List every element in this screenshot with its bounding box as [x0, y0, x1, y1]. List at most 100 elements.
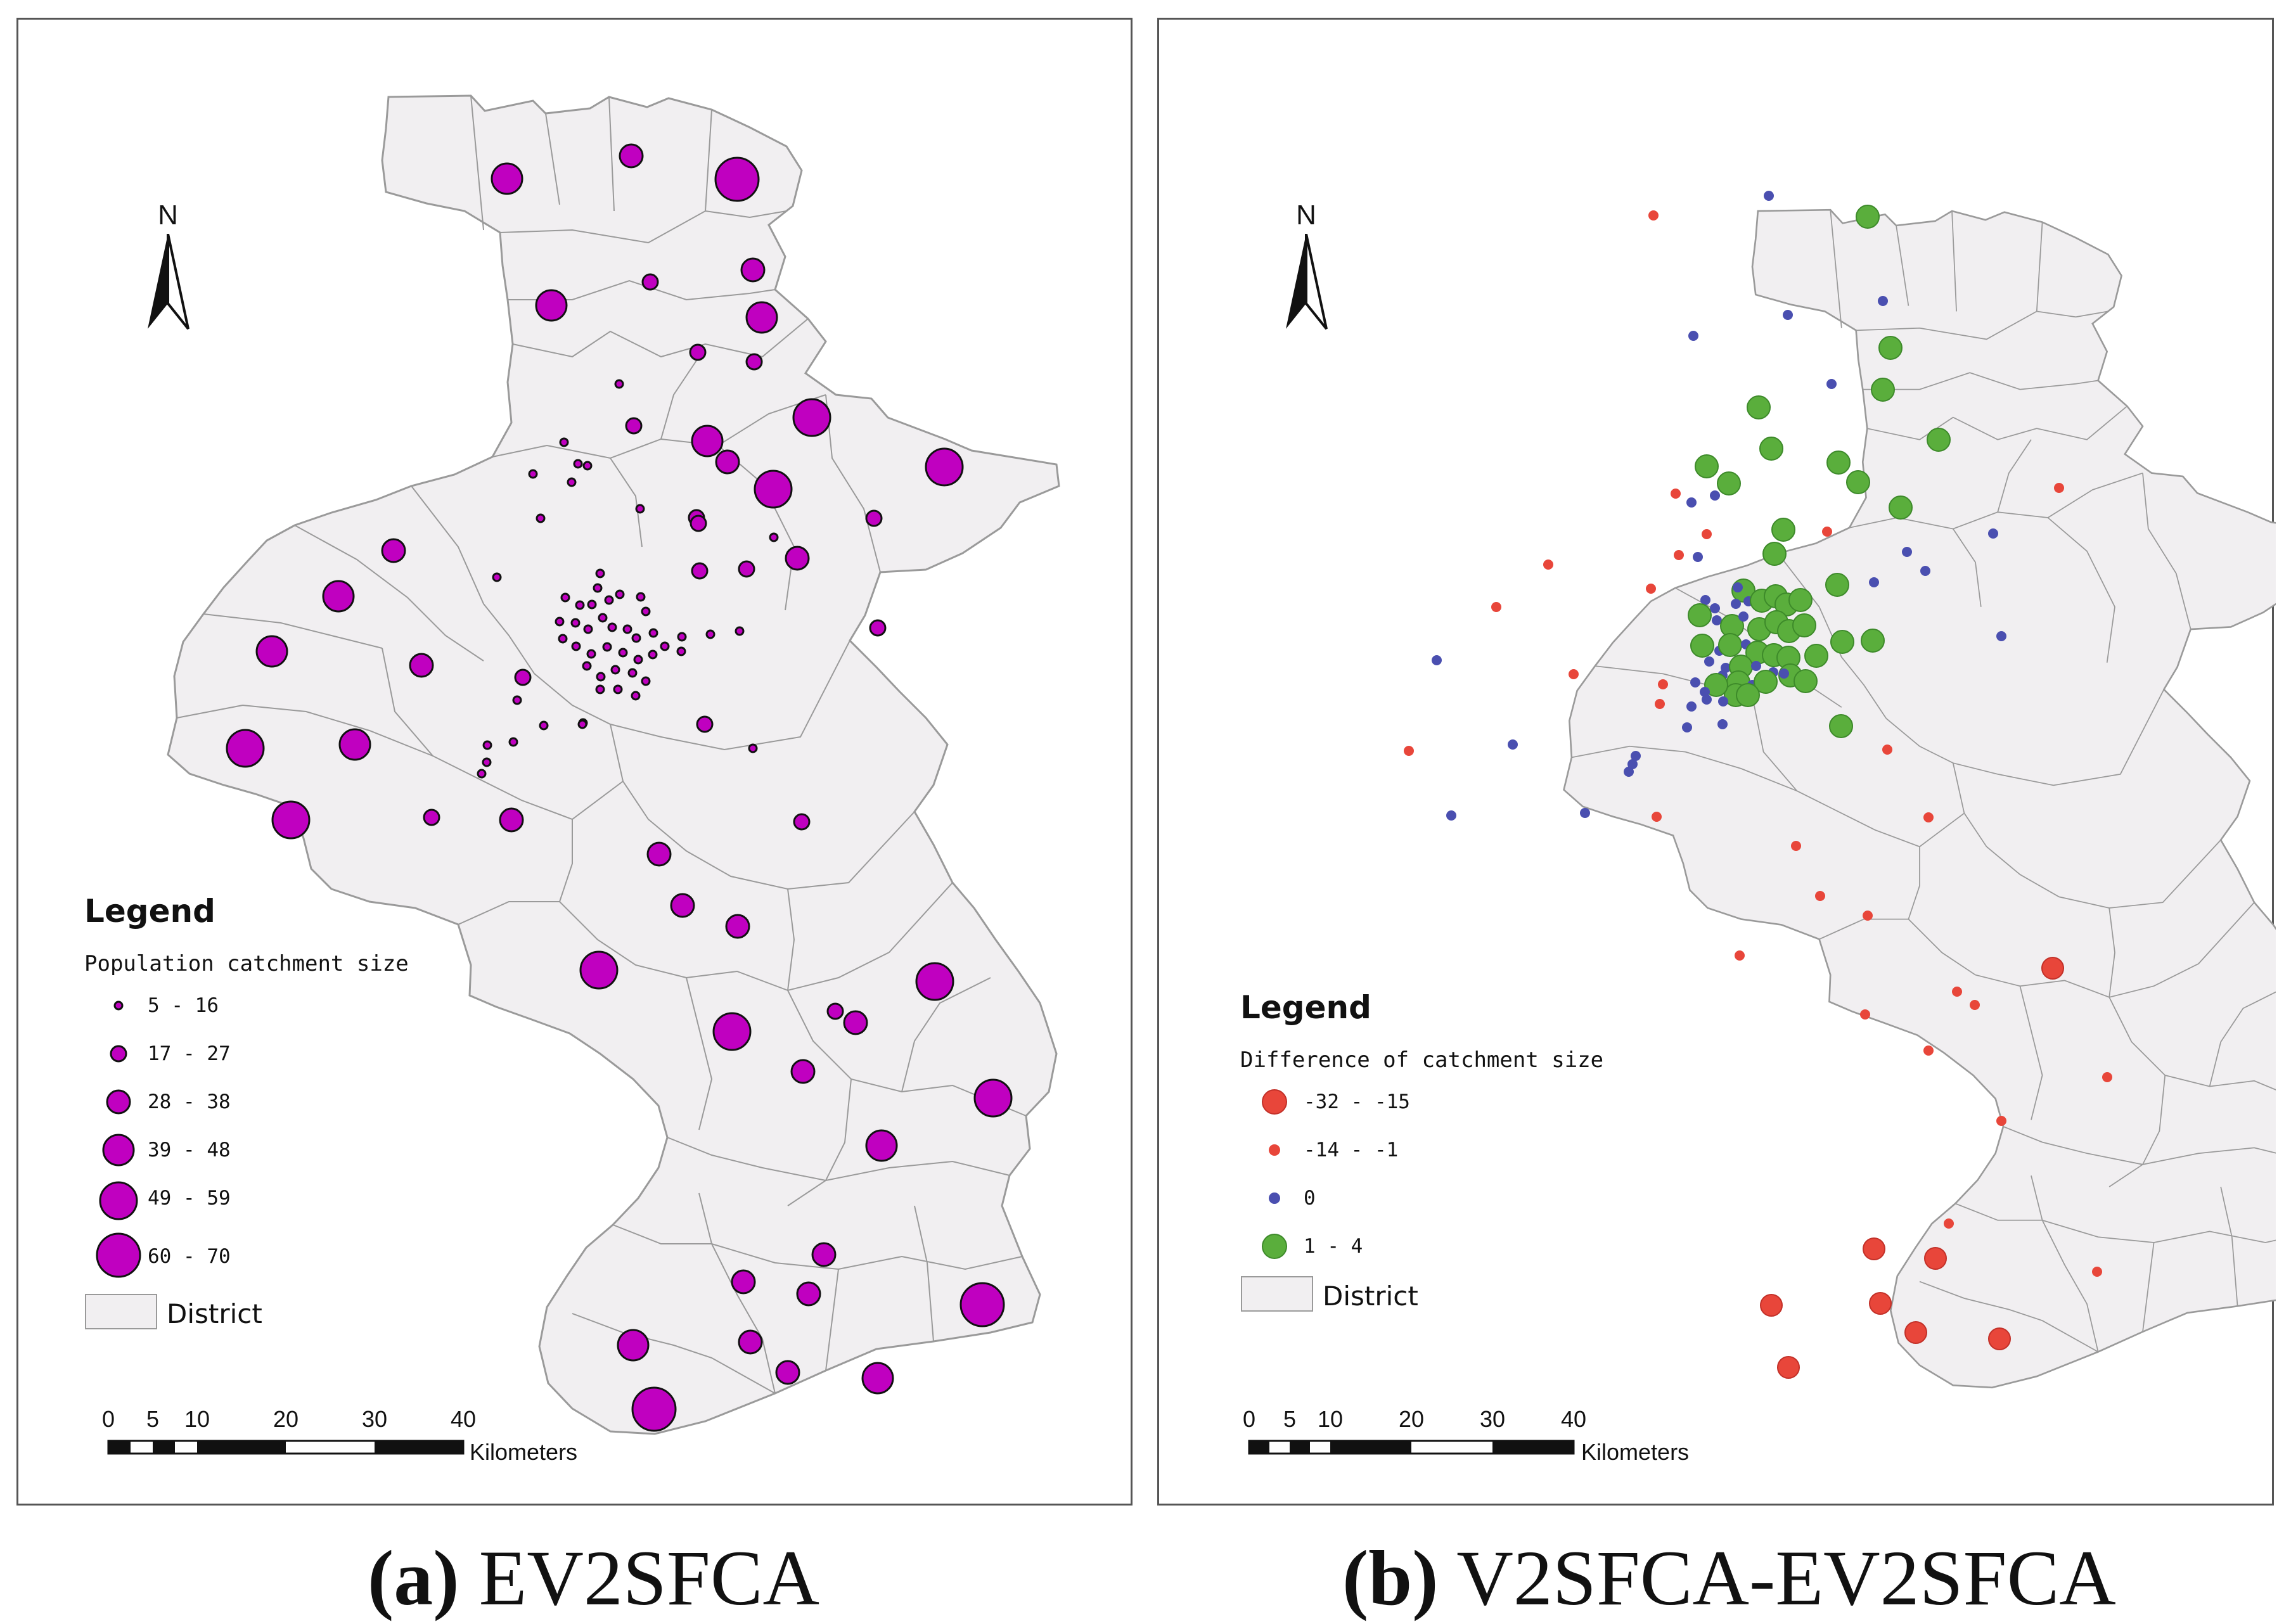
catchment-point-class-3	[843, 1010, 868, 1035]
legend-label-4: 39 - 48	[148, 1139, 231, 1161]
scale-tick-10: 10	[184, 1406, 210, 1432]
catchment-point-class-2	[690, 515, 707, 532]
catchment-point-class-1	[635, 504, 645, 514]
district-boundary	[610, 724, 915, 890]
legend-label-1: 5 - 16	[148, 994, 219, 1017]
difference-point-zero	[1920, 566, 1930, 576]
catchment-point-class-1	[558, 634, 568, 644]
district-boundary	[608, 96, 615, 212]
caption-b-method: V2SFCA-EV2SFCA	[1456, 1535, 2116, 1621]
difference-point-positive	[1759, 437, 1783, 461]
catchment-point-class-1	[539, 720, 549, 731]
district-boundary	[2142, 1242, 2155, 1332]
catchment-point-class-3	[646, 841, 672, 867]
catchment-point-class-1	[748, 743, 758, 753]
catchment-point-class-1	[482, 757, 492, 767]
catchment-point-class-1	[705, 629, 716, 639]
catchment-point-class-1	[586, 649, 596, 659]
caption-b-label: (b)	[1342, 1535, 1439, 1621]
district-boundary	[2209, 991, 2276, 1087]
catchment-point-class-1	[610, 665, 620, 675]
difference-point-positive	[1788, 588, 1813, 612]
difference-point-small-negative	[1791, 841, 1801, 851]
catchment-point-class-1	[508, 737, 518, 747]
difference-symbols	[1404, 191, 2112, 1379]
district-boundary	[534, 640, 850, 751]
district-boundary	[572, 1313, 776, 1394]
catchment-point-class-2	[625, 417, 643, 435]
difference-point-zero	[1624, 767, 1634, 777]
north-arrow: N	[143, 200, 193, 330]
catchment-point-class-1	[613, 684, 623, 694]
north-arrow: N	[1281, 200, 1332, 330]
panel-difference-map: N Legend Difference of catchment size -3…	[1157, 18, 2276, 1506]
difference-point-zero	[1686, 497, 1697, 508]
catchment-point-class-1	[648, 628, 658, 638]
difference-point-small-negative	[1646, 584, 1656, 594]
catchment-point-class-4	[338, 728, 371, 761]
legend-class-5: 49 - 59	[84, 1175, 528, 1227]
difference-point-small-negative	[1970, 1000, 1980, 1010]
catchment-point-class-4	[617, 1329, 650, 1362]
catchment-point-class-1	[618, 648, 628, 658]
district-boundary	[382, 648, 433, 757]
district-boundary	[470, 95, 484, 231]
district-layer	[167, 94, 1060, 1435]
catchment-point-class-1	[631, 633, 641, 643]
legend: Legend Difference of catchment size -32 …	[1240, 989, 1684, 1320]
catchment-point-class-3	[715, 449, 740, 475]
catchment-point-class-1	[492, 572, 502, 582]
difference-point-zero	[1996, 631, 2006, 641]
catchment-point-class-1	[582, 461, 593, 471]
catchment-point-class-2	[745, 353, 763, 371]
district-boundary	[1867, 406, 2127, 440]
difference-point-positive	[1825, 573, 1849, 597]
difference-point-small-negative	[1996, 1116, 2006, 1126]
difference-point-large-negative	[1904, 1321, 1927, 1344]
catchment-point-class-4	[255, 635, 288, 668]
catchment-point-class-1	[735, 626, 745, 636]
catchment-point-class-1	[571, 641, 581, 651]
district-boundary	[499, 210, 787, 244]
catchment-point-class-1	[660, 641, 670, 651]
district-boundary	[1830, 210, 1842, 328]
district-boundary	[2108, 997, 2276, 1090]
difference-point-zero	[1751, 661, 1761, 671]
district-boundary	[1908, 847, 1920, 919]
catchment-point-class-3	[499, 807, 524, 833]
scale-unit: Kilometers	[1581, 1439, 1690, 1465]
catchment-point-class-1	[560, 592, 570, 603]
difference-point-zero	[1432, 655, 1442, 665]
difference-point-large-negative	[1988, 1327, 2011, 1350]
catchment-point-class-3	[619, 143, 644, 169]
district-boundary	[2031, 1175, 2099, 1352]
legend-class-1: -32 - -15	[1240, 1079, 1684, 1127]
district-boundary	[610, 457, 643, 547]
difference-point-zero	[1988, 528, 1998, 539]
difference-point-small-negative	[1655, 699, 1665, 709]
catchment-point-class-1	[512, 695, 522, 705]
legend-district: District	[84, 1289, 528, 1338]
catchment-point-class-5	[712, 1012, 752, 1051]
legend-title: Legend	[84, 893, 215, 930]
north-label: N	[1296, 200, 1316, 231]
difference-point-zero	[1738, 611, 1749, 622]
difference-point-positive	[1754, 670, 1778, 694]
difference-point-positive	[1695, 454, 1719, 478]
difference-point-zero	[1712, 615, 1722, 625]
legend-label-3: 28 - 38	[148, 1090, 231, 1113]
catchment-point-class-1	[636, 592, 646, 602]
north-label: N	[158, 200, 178, 231]
scale-tick-5: 5	[1283, 1406, 1297, 1432]
legend-label-2: -14 - -1	[1304, 1139, 1399, 1161]
north-arrow-icon	[148, 234, 189, 330]
difference-point-positive	[1771, 518, 1795, 542]
legend-class-3: 28 - 38	[84, 1079, 528, 1127]
difference-point-zero	[1686, 701, 1697, 712]
catchment-point-class-1	[677, 632, 687, 642]
legend-label-3: 0	[1304, 1187, 1316, 1210]
catchment-point-class-3	[740, 257, 766, 283]
catchment-point-class-6	[959, 1282, 1005, 1327]
difference-point-zero	[1446, 810, 1456, 821]
catchment-point-class-3	[409, 653, 434, 678]
